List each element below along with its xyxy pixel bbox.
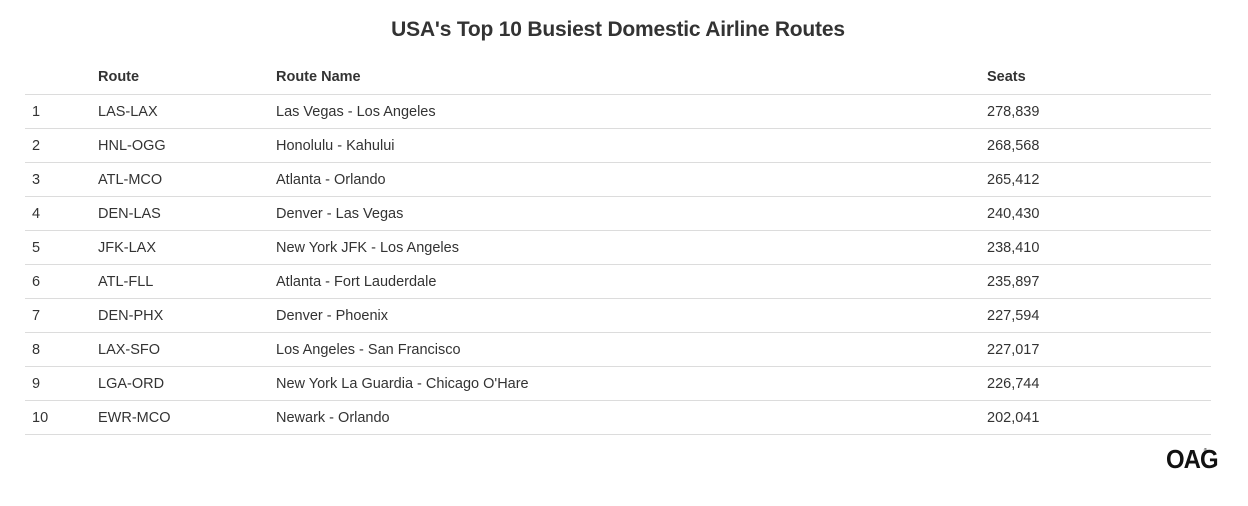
table-row: 5 JFK-LAX New York JFK - Los Angeles 238,41… [25,230,1211,265]
header-rank [25,60,98,95]
table-header-row: Route Route Name Seats [25,60,1211,95]
row-route-code: LAX-SFO [98,332,276,367]
row-rank: 8 [25,332,98,367]
row-rank: 1 [25,94,98,129]
row-seats: 278,839 [987,94,1211,129]
row-rank: 6 [25,264,98,299]
row-seats: 268,568 [987,128,1211,163]
row-route-name: Honolulu - Kahului [276,128,987,163]
routes-table: Route Route Name Seats 1 LAS-LAX Las Vegas… [25,60,1211,435]
row-route-name: Atlanta - Fort Lauderdale [276,264,987,299]
row-route-code: EWR-MCO [98,400,276,435]
table-row: 1 LAS-LAX Las Vegas - Los Angeles 278,839 [25,94,1211,129]
registered-mark: ® [1203,448,1208,454]
row-route-name: Los Angeles - San Francisco [276,332,987,367]
row-route-name: New York La Guardia - Chicago O'Hare [276,366,987,401]
oag-logo: OAG ® [1166,444,1219,475]
table-row: 4 DEN-LAS Denver - Las Vegas 240,430 [25,196,1211,231]
row-route-name: New York JFK - Los Angeles [276,230,987,265]
row-route-code: ATL-MCO [98,162,276,197]
logo-text: OAG [1166,444,1219,474]
row-route-code: JFK-LAX [98,230,276,265]
header-route: Route [98,60,276,95]
table-row: 10 EWR-MCO Newark - Orlando 202,041 [25,400,1211,435]
row-rank: 4 [25,196,98,231]
row-route-code: DEN-PHX [98,298,276,333]
table-row: 6 ATL-FLL Atlanta - Fort Lauderdale 235,897 [25,264,1211,299]
row-route-code: ATL-FLL [98,264,276,299]
row-route-code: DEN-LAS [98,196,276,231]
row-rank: 2 [25,128,98,163]
row-route-name: Atlanta - Orlando [276,162,987,197]
row-seats: 238,410 [987,230,1211,265]
row-rank: 9 [25,366,98,401]
row-seats: 227,594 [987,298,1211,333]
row-rank: 10 [25,400,98,435]
table-row: 7 DEN-PHX Denver - Phoenix 227,594 [25,298,1211,333]
header-route-name: Route Name [276,60,987,95]
row-seats: 235,897 [987,264,1211,299]
table-row: 3 ATL-MCO Atlanta - Orlando 265,412 [25,162,1211,197]
row-route-code: LAS-LAX [98,94,276,129]
header-seats: Seats [987,60,1211,95]
row-rank: 5 [25,230,98,265]
row-route-code: HNL-OGG [98,128,276,163]
row-rank: 7 [25,298,98,333]
table-row: 9 LGA-ORD New York La Guardia - Chicago O'… [25,366,1211,401]
table-row: 8 LAX-SFO Los Angeles - San Francisco 227,0… [25,332,1211,367]
row-route-name: Denver - Phoenix [276,298,987,333]
row-rank: 3 [25,162,98,197]
row-route-name: Denver - Las Vegas [276,196,987,231]
row-seats: 240,430 [987,196,1211,231]
row-seats: 227,017 [987,332,1211,367]
row-seats: 226,744 [987,366,1211,401]
row-route-name: Newark - Orlando [276,400,987,435]
table-body: 1 LAS-LAX Las Vegas - Los Angeles 278,839 2 H… [25,94,1211,435]
table-row: 2 HNL-OGG Honolulu - Kahului 268,568 [25,128,1211,163]
row-route-code: LGA-ORD [98,366,276,401]
chart-title: USA's Top 10 Busiest Domestic Airline Ro… [391,18,845,41]
row-seats: 202,041 [987,400,1211,435]
row-seats: 265,412 [987,162,1211,197]
row-route-name: Las Vegas - Los Angeles [276,94,987,129]
